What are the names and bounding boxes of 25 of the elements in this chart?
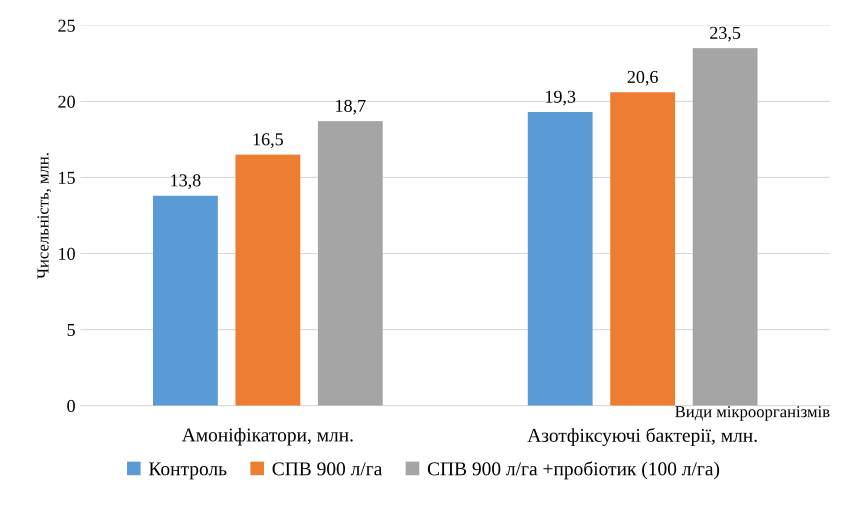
legend-label: Контроль: [148, 462, 226, 480]
y-tick-label: 25: [58, 20, 75, 32]
bar: [235, 154, 300, 406]
y-axis-title: Чисельність, млн.: [37, 153, 52, 279]
bar: [610, 92, 676, 406]
legend-label: СПВ 900 л/га +пробіотик (100 л/га): [428, 461, 720, 480]
y-tick-label: 5: [68, 324, 75, 336]
x-tick-label: Амоніфікатори, млн.: [182, 428, 353, 446]
y-tick-label: 10: [59, 248, 75, 260]
y-tick-label: 15: [59, 172, 75, 184]
legend-label: СПВ 900 л/га: [272, 462, 382, 476]
data-label: 13,8: [171, 174, 201, 190]
bar: [318, 121, 383, 406]
y-tick-label: 0: [67, 400, 75, 412]
x-tick-label: Азотфіксуючі бактерії, млн.: [527, 428, 757, 446]
bar: [692, 48, 758, 406]
data-label: 19,3: [546, 90, 576, 106]
data-label: 20,6: [628, 70, 658, 86]
data-label: 18,7: [336, 100, 366, 115]
bar: [528, 112, 593, 406]
data-label: 23,5: [710, 26, 740, 42]
data-label: 16,5: [254, 133, 283, 148]
bar: [152, 196, 218, 406]
x-axis-title: Види мікроорганізмів: [675, 406, 830, 421]
y-tick-label: 20: [58, 96, 75, 108]
